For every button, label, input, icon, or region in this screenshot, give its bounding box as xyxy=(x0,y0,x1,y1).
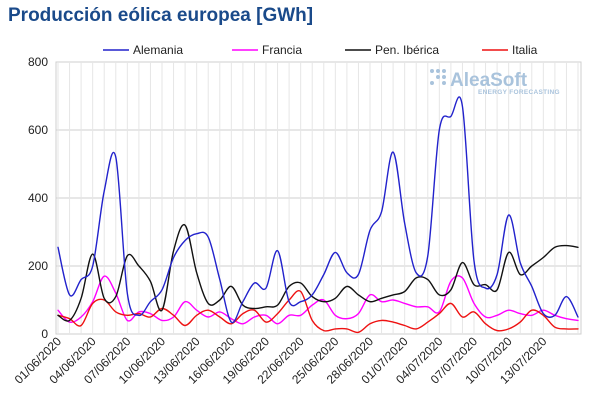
logo-name: AleaSoft xyxy=(450,70,528,91)
series-line-francia xyxy=(57,275,579,325)
y-tick-label: 400 xyxy=(28,191,48,205)
legend-label: Francia xyxy=(262,43,302,57)
legend-label: Pen. Ibérica xyxy=(375,43,439,57)
series-line-alemania xyxy=(57,96,579,324)
legend: Alemania Francia Pen. Ibérica Italia xyxy=(103,43,538,57)
aleasoft-logo: AleaSoft ENERGY FORECASTING xyxy=(430,69,560,96)
legend-label: Italia xyxy=(512,43,538,57)
chart-title: Producción eólica europea [GWh] xyxy=(8,5,314,26)
y-tick-label: 800 xyxy=(28,55,48,69)
logo-dots-icon xyxy=(430,69,446,85)
y-axis-ticks: 0 200 400 600 800 xyxy=(28,55,48,341)
series-line-italia xyxy=(57,290,579,334)
gridlines xyxy=(56,61,581,335)
x-axis-ticks: 01/06/202004/06/202007/06/202010/06/2020… xyxy=(12,334,550,387)
series-lines xyxy=(57,96,579,334)
series-line-pen-ib-rica xyxy=(57,223,579,322)
legend-label: Alemania xyxy=(133,43,183,57)
y-tick-label: 600 xyxy=(28,123,48,137)
y-tick-label: 200 xyxy=(28,259,48,273)
logo-tagline: ENERGY FORECASTING xyxy=(478,89,560,96)
y-tick-label: 0 xyxy=(41,327,48,341)
